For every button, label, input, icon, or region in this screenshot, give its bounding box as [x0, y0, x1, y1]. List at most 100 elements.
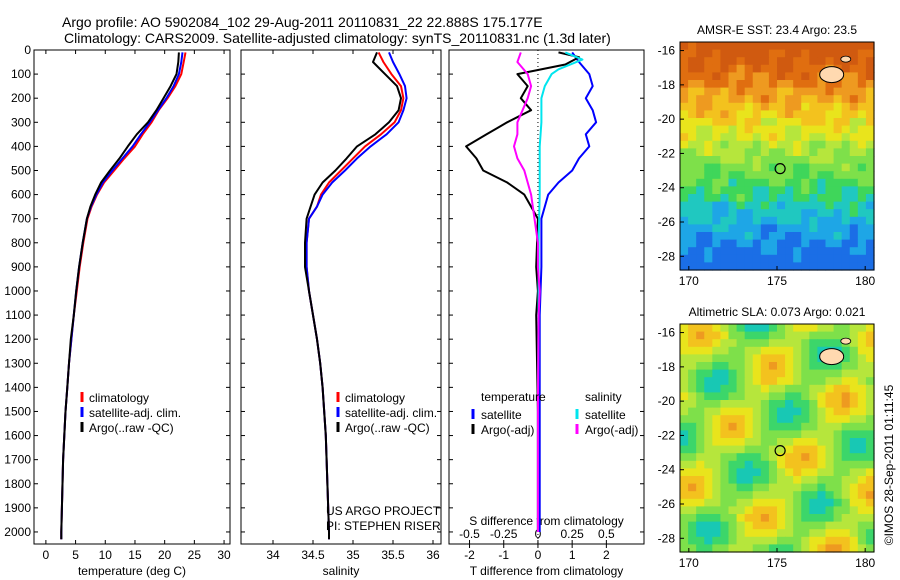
map-cell [736, 216, 746, 225]
map-cell [744, 254, 754, 263]
map-cell [680, 407, 689, 416]
map-cell [825, 239, 835, 248]
map-cell [704, 498, 713, 507]
map-cell [817, 544, 827, 553]
map-cell [736, 384, 746, 393]
map-cell [728, 354, 738, 363]
map-cell [704, 346, 713, 355]
map-cell [841, 460, 851, 469]
map-cell [768, 140, 778, 149]
map-cell [809, 194, 819, 203]
map-cell [817, 125, 827, 134]
map-cell [704, 392, 713, 401]
map-cell [688, 216, 697, 225]
map-cell [793, 460, 802, 469]
map-cell [688, 438, 697, 447]
map-cell [857, 331, 867, 340]
map-cell [865, 506, 875, 515]
x-tick-label-s: 0.25 [560, 527, 584, 541]
map-cell [777, 483, 786, 492]
map-cell [760, 369, 770, 378]
map-cell [849, 125, 859, 134]
map-cell [744, 95, 754, 104]
map-cell [688, 346, 697, 355]
map-cell [744, 536, 754, 545]
map-cell [825, 483, 835, 492]
map-cell [680, 476, 689, 485]
map-cell [857, 156, 867, 165]
map-cell [849, 476, 859, 485]
map-cell [768, 64, 778, 73]
map-cell [785, 498, 794, 507]
map-cell [857, 491, 867, 500]
map-cell [865, 64, 875, 73]
map-cell [736, 163, 746, 172]
map-cell [849, 110, 859, 119]
map-cell [801, 239, 810, 248]
map-cell [849, 422, 859, 431]
map-cell [720, 216, 730, 225]
map-cell [817, 384, 827, 393]
map-cell [833, 201, 843, 210]
argo-position-marker [774, 445, 786, 457]
map-cell [704, 400, 713, 409]
map-cell [712, 362, 722, 371]
map-cell [817, 362, 827, 371]
map-cell [865, 460, 875, 469]
map-cell [841, 133, 851, 142]
map-cell [712, 125, 722, 134]
map-cell [680, 491, 689, 500]
map-cell [817, 506, 827, 515]
map-cell [736, 140, 746, 149]
map-cell [833, 392, 843, 401]
map-cell [793, 430, 802, 439]
map-cell [809, 483, 819, 492]
map-cell [865, 72, 875, 81]
island-shape [840, 337, 852, 345]
map-cell [720, 445, 730, 454]
map-cell [736, 254, 746, 263]
map-cell [817, 400, 827, 409]
map-cell [801, 384, 810, 393]
map-cell [712, 453, 722, 462]
map-cell [777, 178, 786, 187]
map-cell [768, 438, 778, 447]
map-cell [680, 254, 689, 263]
map-cell [801, 514, 810, 523]
map-cell [760, 254, 770, 263]
map-cell [736, 536, 746, 545]
map-cell [768, 514, 778, 523]
map-cell [696, 224, 705, 233]
map-cell [841, 239, 851, 248]
map-cell [704, 49, 713, 58]
map-cell [696, 163, 705, 172]
x-axis-label-s: S difference from climatology [469, 514, 624, 528]
map-cell [736, 110, 746, 119]
map-cell [696, 445, 705, 454]
map-cell [865, 102, 875, 111]
map-cell [760, 339, 770, 348]
map-cell [728, 392, 738, 401]
map-cell [744, 400, 754, 409]
map-y-tick-label: -20 [658, 112, 676, 126]
map-cell [728, 209, 738, 218]
map-cell [696, 514, 705, 523]
map-cell [736, 422, 746, 431]
map-cell [768, 118, 778, 127]
map-cell [680, 430, 689, 439]
map-cell [865, 377, 875, 386]
map-cell [785, 186, 794, 195]
map-cell [712, 491, 722, 500]
map-cell [777, 392, 786, 401]
map-cell [785, 384, 794, 393]
map-cell [849, 529, 859, 538]
map-cell [712, 232, 722, 241]
map-cell [760, 331, 770, 340]
map-cell [760, 506, 770, 515]
map-cell [728, 125, 738, 134]
map-cell [680, 118, 689, 127]
map-cell [801, 445, 810, 454]
map-cell [736, 407, 746, 416]
map-cell [801, 262, 810, 271]
map-cell [849, 346, 859, 355]
